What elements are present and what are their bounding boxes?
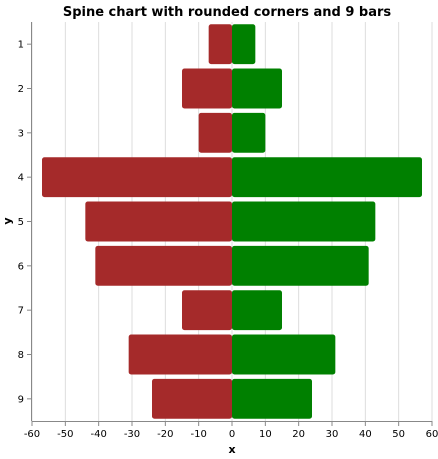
y-tick-label: 1 (18, 40, 24, 51)
y-axis-title: y (1, 217, 14, 224)
bar-positive (232, 201, 376, 242)
y-tick-label: 8 (18, 350, 24, 361)
y-tick-label: 5 (18, 217, 24, 228)
bar-negative (128, 334, 232, 375)
x-tick-label: -50 (57, 429, 73, 440)
x-tick-label: 40 (359, 429, 372, 440)
x-tick-label: -40 (90, 429, 106, 440)
x-tick-label: 10 (259, 429, 272, 440)
chart-title: Spine chart with rounded corners and 9 b… (63, 5, 392, 20)
y-tick-label: 6 (18, 261, 24, 272)
x-tick-label: 20 (292, 429, 305, 440)
bar-negative (85, 201, 232, 242)
x-tick-label: -60 (24, 429, 40, 440)
y-tick-label: 3 (18, 128, 24, 139)
bar-negative (208, 24, 232, 65)
x-tick-label: -30 (124, 429, 140, 440)
axes-layer: -60 -50 -40 -30 -20 -10 0 10 20 30 40 50 60 1 2 3 4 5 6 7 8 9 (18, 22, 438, 440)
bar-negative (42, 157, 232, 198)
x-tick-label: -20 (157, 429, 173, 440)
bar-negative (152, 378, 232, 419)
x-tick-label: 30 (326, 429, 339, 440)
x-axis-title: x (228, 443, 235, 456)
bar-negative (198, 112, 232, 153)
bar-negative (182, 68, 232, 109)
y-tick-label: 9 (18, 394, 24, 405)
bar-negative (95, 245, 232, 286)
bar-positive (232, 334, 336, 375)
bar-positive (232, 24, 256, 65)
bars-layer (42, 24, 422, 419)
bar-positive (232, 378, 312, 419)
bar-positive (232, 157, 422, 198)
bar-positive (232, 68, 282, 109)
bar-negative (182, 290, 232, 331)
x-tick-label: 60 (426, 429, 438, 440)
bar-positive (232, 290, 282, 331)
x-tick-label: -10 (190, 429, 206, 440)
y-tick-label: 4 (18, 173, 24, 184)
bar-positive (232, 245, 369, 286)
y-tick-label: 7 (18, 306, 24, 317)
x-tick-label: 50 (392, 429, 405, 440)
y-tick-label: 2 (18, 84, 24, 95)
x-tick-label: 0 (229, 429, 235, 440)
bar-positive (232, 112, 266, 153)
